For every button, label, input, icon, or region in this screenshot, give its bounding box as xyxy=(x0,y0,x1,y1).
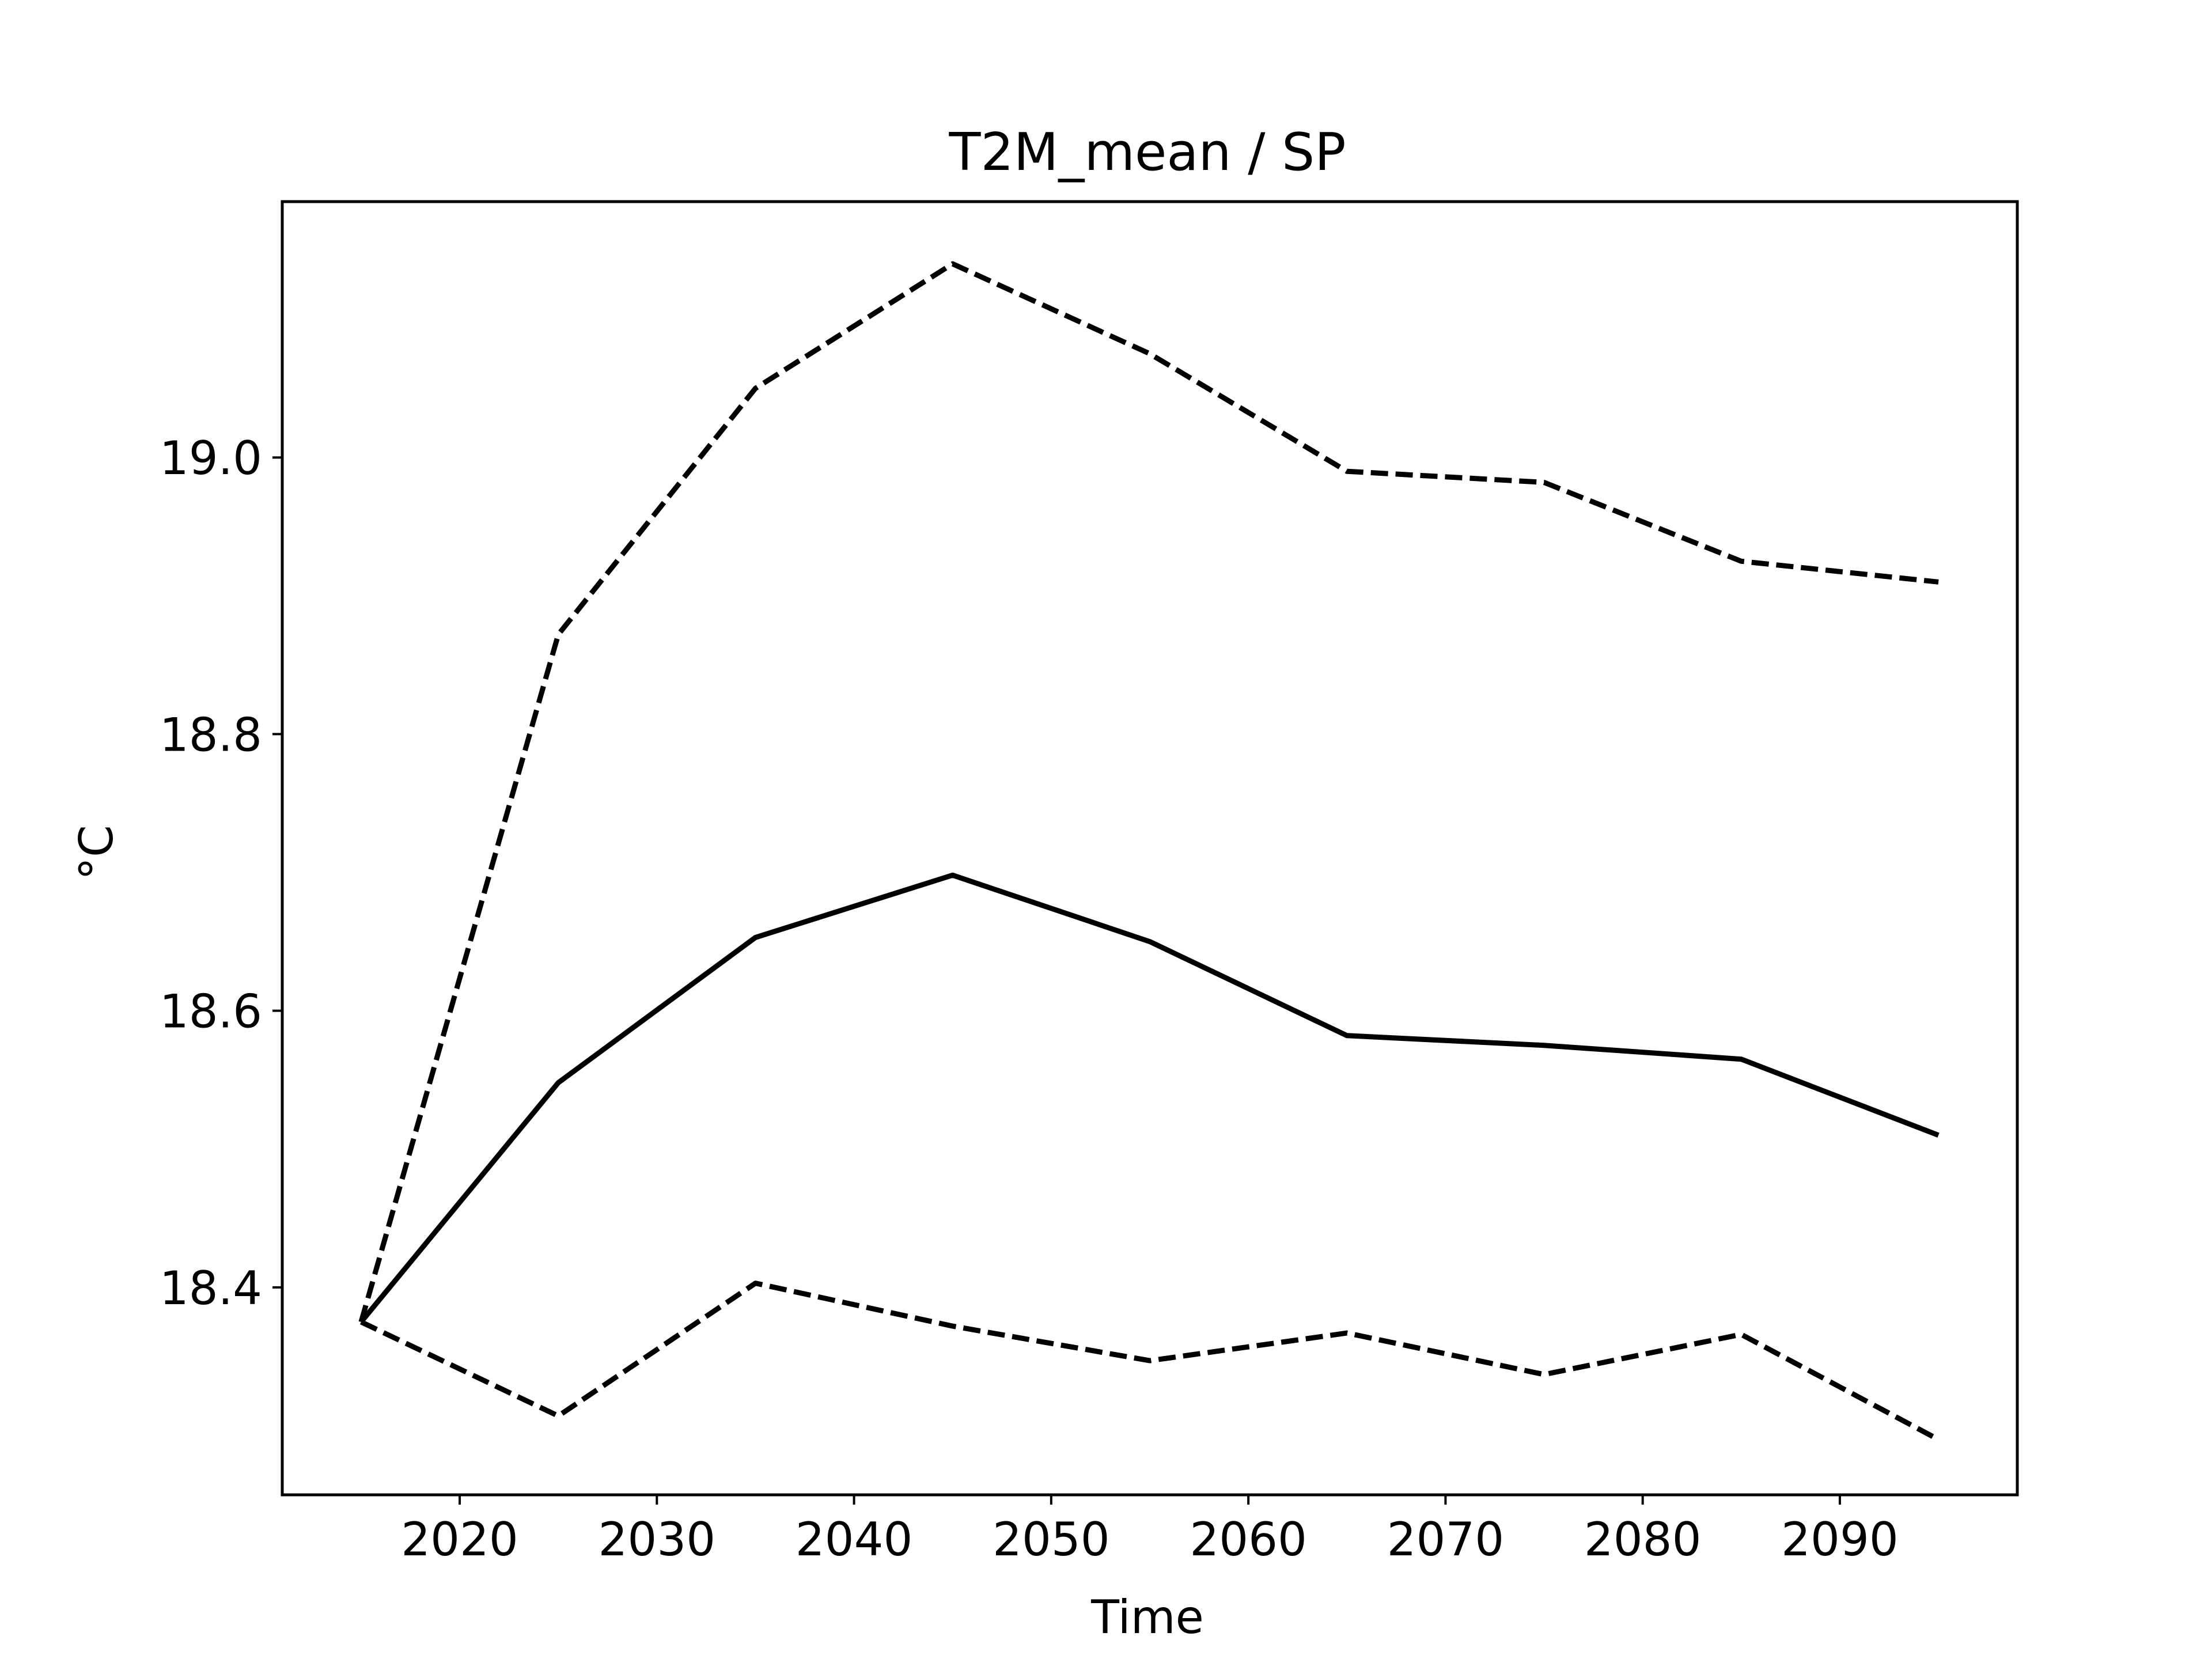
y-axis-label: °C xyxy=(70,825,123,880)
x-tick-label: 2030 xyxy=(599,1513,716,1566)
x-tick-label: 2040 xyxy=(796,1513,913,1566)
plot-frame xyxy=(281,200,2019,1497)
series-line-2-solid xyxy=(359,872,1940,1324)
x-tick-label: 2070 xyxy=(1387,1513,1505,1566)
x-tick-label: 2020 xyxy=(401,1513,518,1566)
series-line-1-dashed xyxy=(358,261,1939,1323)
y-tick-label: 19.0 xyxy=(160,431,262,485)
x-axis-label: Time xyxy=(1090,1590,1204,1644)
x-axis: 2020 2030 2040 2050 2060 2070 2080 2090 xyxy=(401,1495,1899,1566)
x-tick-label: 2080 xyxy=(1584,1513,1702,1566)
chart-title: T2M_mean / SP xyxy=(948,122,1346,183)
series-line-3-dashed xyxy=(359,1281,1940,1442)
y-tick-label: 18.4 xyxy=(160,1262,262,1315)
x-tick-label: 2090 xyxy=(1781,1513,1899,1566)
y-axis: 18.4 18.6 18.8 19.0 xyxy=(160,431,282,1315)
y-tick-label: 18.6 xyxy=(160,985,262,1039)
x-tick-label: 2060 xyxy=(1190,1513,1307,1566)
y-tick-label: 18.8 xyxy=(160,708,262,762)
plot-area xyxy=(358,261,1940,1442)
x-tick-label: 2050 xyxy=(993,1513,1110,1566)
